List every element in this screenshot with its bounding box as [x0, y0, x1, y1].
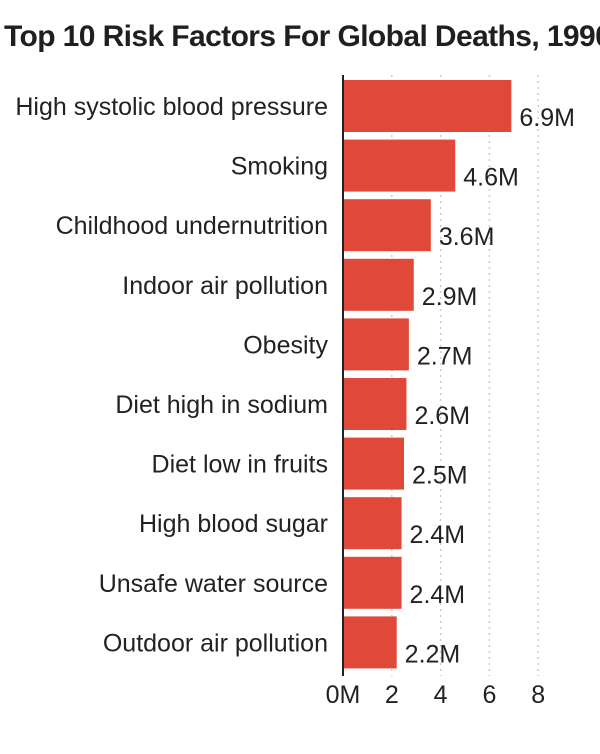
bar-10 [343, 616, 397, 669]
x-tick-label-2: 2 [385, 681, 399, 709]
x-tick-label-0: 0M [326, 681, 361, 709]
bar-7 [343, 437, 404, 490]
category-label-2: Smoking [231, 153, 328, 181]
category-label-1: High systolic blood pressure [15, 93, 328, 121]
category-label-5: Obesity [243, 331, 328, 359]
bar-2 [343, 139, 456, 192]
bar-6 [343, 378, 407, 430]
category-label-6: Diet high in sodium [115, 391, 328, 419]
value-label-9: 2.4M [410, 581, 466, 609]
category-label-10: Outdoor air pollution [103, 629, 328, 657]
category-label-3: Childhood undernutrition [56, 212, 328, 240]
value-label-6: 2.6M [414, 402, 470, 430]
bar-layer [343, 80, 512, 669]
grid-layer [391, 75, 539, 676]
chart-title: Top 10 Risk Factors For Global Deaths, 1… [4, 20, 600, 53]
bar-4 [343, 258, 414, 311]
category-label-4: Indoor air pollution [122, 272, 328, 300]
x-tick-label-6: 6 [482, 681, 496, 709]
value-label-3: 3.6M [439, 223, 495, 251]
bar-3 [343, 199, 431, 252]
value-label-5: 2.7M [417, 342, 473, 370]
bar-8 [343, 497, 402, 550]
bar-5 [343, 318, 409, 371]
bar-9 [343, 556, 402, 609]
value-label-10: 2.2M [405, 640, 461, 668]
bar-1 [343, 80, 512, 132]
value-label-1: 6.9M [519, 104, 575, 132]
value-label-7: 2.5M [412, 462, 468, 490]
value-label-8: 2.4M [410, 521, 466, 549]
x-tick-label-8: 8 [531, 681, 545, 709]
category-label-8: High blood sugar [139, 510, 328, 538]
category-label-7: Diet low in fruits [152, 451, 328, 479]
label-layer: High systolic blood pressure 6.9M Smoking 4… [15, 93, 575, 668]
x-tick-label-4: 4 [434, 681, 448, 709]
category-label-9: Unsafe water source [99, 570, 328, 598]
value-label-2: 4.6M [463, 164, 519, 192]
x-axis-ticks: 0M 2 4 6 8 [326, 681, 546, 709]
value-label-4: 2.9M [422, 283, 478, 311]
